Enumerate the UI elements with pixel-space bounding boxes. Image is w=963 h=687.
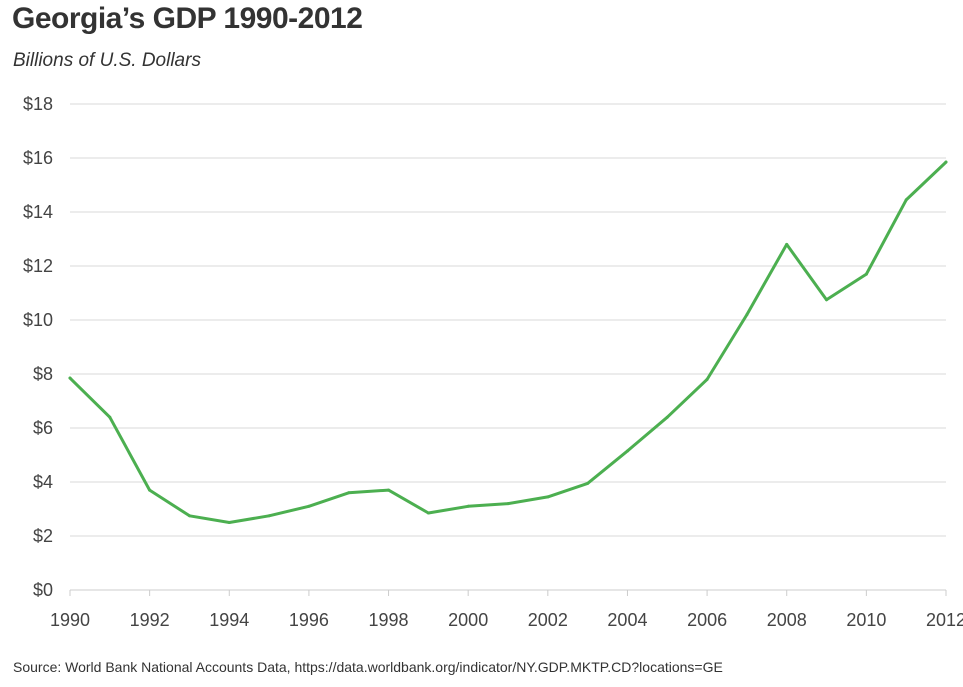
x-tick-label: 1998 xyxy=(369,610,409,630)
data-point xyxy=(347,491,351,495)
data-point xyxy=(864,272,868,276)
x-tick-label: 2004 xyxy=(607,610,647,630)
y-tick-label: $2 xyxy=(33,526,53,546)
data-point xyxy=(466,504,470,508)
x-axis-tick-labels: 1990 1992 1994 1996 1998 2000 2002 2004 2006 2008… xyxy=(50,610,963,630)
x-tick-label: 2000 xyxy=(448,610,488,630)
data-point xyxy=(904,198,908,202)
gridlines xyxy=(70,103,946,537)
data-point xyxy=(387,488,391,492)
y-tick-label: $6 xyxy=(33,418,53,438)
x-tick-label: 2010 xyxy=(846,610,886,630)
x-tick-label: 1996 xyxy=(289,610,329,630)
y-axis-tick-labels: $0 $2 $4 $6 $8 $10 $12 $14 $16 $18 xyxy=(23,94,53,600)
data-point xyxy=(68,376,72,380)
source-note: Source: World Bank National Accounts Dat… xyxy=(13,659,723,675)
series-line xyxy=(68,160,948,524)
y-tick-label: $16 xyxy=(23,148,53,168)
y-tick-label: $14 xyxy=(23,202,53,222)
data-point xyxy=(426,511,430,515)
data-point xyxy=(745,313,749,317)
data-point xyxy=(825,298,829,302)
data-point xyxy=(506,502,510,506)
series-layer xyxy=(68,160,948,524)
y-tick-label: $0 xyxy=(33,580,53,600)
data-point xyxy=(227,521,231,524)
data-point xyxy=(705,377,709,381)
y-tick-label: $4 xyxy=(33,472,53,492)
data-point xyxy=(586,481,590,485)
x-tick-label: 2002 xyxy=(528,610,568,630)
data-point xyxy=(546,495,550,499)
data-point xyxy=(665,415,669,419)
x-tick-label: 2006 xyxy=(687,610,727,630)
x-tick-label: 1992 xyxy=(130,610,170,630)
data-point xyxy=(944,160,948,164)
x-axis xyxy=(69,589,947,596)
x-tick-label: 1994 xyxy=(209,610,249,630)
data-point xyxy=(625,449,629,453)
y-tick-label: $10 xyxy=(23,310,53,330)
data-point xyxy=(108,415,112,419)
data-point xyxy=(785,242,789,246)
data-point xyxy=(307,504,311,508)
chart-subtitle: Billions of U.S. Dollars xyxy=(13,50,201,71)
y-tick-label: $8 xyxy=(33,364,53,384)
x-tick-label: 2012 xyxy=(926,610,963,630)
data-point xyxy=(187,514,191,518)
y-tick-label: $12 xyxy=(23,256,53,276)
chart-title: Georgia’s GDP 1990-2012 xyxy=(12,2,363,35)
y-tick-label: $18 xyxy=(23,94,53,114)
x-tick-label: 2008 xyxy=(767,610,807,630)
data-point xyxy=(148,488,152,492)
x-tick-label: 1990 xyxy=(50,610,90,630)
data-point xyxy=(267,514,271,518)
